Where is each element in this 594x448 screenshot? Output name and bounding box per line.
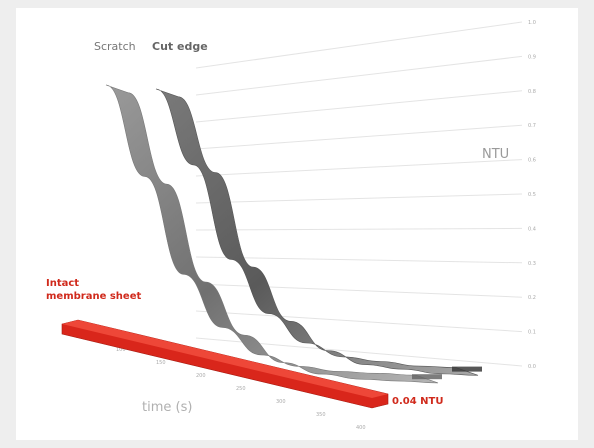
y-tick: 0.1 [528, 330, 536, 336]
grid-line [195, 55, 523, 96]
y-axis-label: NTU [482, 147, 509, 162]
y-tick: 0.5 [528, 192, 536, 198]
y-tick: 1.0 [528, 20, 536, 26]
series-ribbon-intact-top [62, 320, 388, 398]
x-tick: 150 [156, 360, 166, 366]
x-axis-label: time (s) [142, 400, 192, 415]
x-tick: 350 [316, 412, 326, 418]
ribbon-chart: 0.00.10.20.30.40.50.60.70.80.91.0 NTU 50… [46, 20, 536, 431]
grid-line [195, 124, 523, 150]
grid-line [195, 256, 523, 264]
grid-line [195, 227, 523, 231]
x-tick: 400 [356, 425, 366, 431]
series-label-cut-edge: Cut edge [152, 40, 208, 53]
y-tick: 0.8 [528, 89, 536, 95]
y-tick: 0.7 [528, 123, 536, 129]
series-ribbon-cut-edge [155, 88, 479, 376]
grid-line [195, 21, 523, 69]
series-label-scratch: Scratch [94, 40, 136, 53]
grid-line [195, 90, 523, 123]
x-tick: 300 [276, 399, 286, 405]
y-tick: 0.3 [528, 261, 536, 267]
series-ribbon-scratch [105, 84, 439, 384]
x-tick: 100 [116, 347, 126, 353]
x-tick: 200 [196, 373, 206, 379]
end-value-label: 0.04 NTU [392, 396, 443, 407]
series-ribbons [61, 84, 482, 409]
intact-label: Intact membrane sheet [46, 278, 141, 302]
grid-lines [195, 21, 523, 367]
grid-line [195, 193, 523, 204]
y-tick-labels: 0.0 0.1 0.2 0.3 0.4 0.5 0.6 0.7 0.8 0.9 1.0 [528, 20, 536, 370]
grid-line [195, 310, 523, 333]
x-tick: 250 [236, 386, 246, 392]
y-tick: 0.9 [528, 54, 536, 60]
y-tick: 0.0 [528, 364, 536, 370]
series-ribbon-scratch-end [412, 374, 442, 380]
intact-label-line-2: membrane sheet [46, 291, 141, 302]
grid-line [195, 159, 523, 177]
series-ribbon-cut-edge-end [452, 366, 482, 372]
y-tick: 0.6 [528, 158, 536, 164]
grid-line [195, 283, 523, 298]
intact-label-line-1: Intact [46, 278, 79, 289]
y-tick: 0.4 [528, 226, 536, 232]
y-tick: 0.2 [528, 295, 536, 301]
chart-frame: 0.00.10.20.30.40.50.60.70.80.91.0 NTU 50… [16, 8, 578, 440]
